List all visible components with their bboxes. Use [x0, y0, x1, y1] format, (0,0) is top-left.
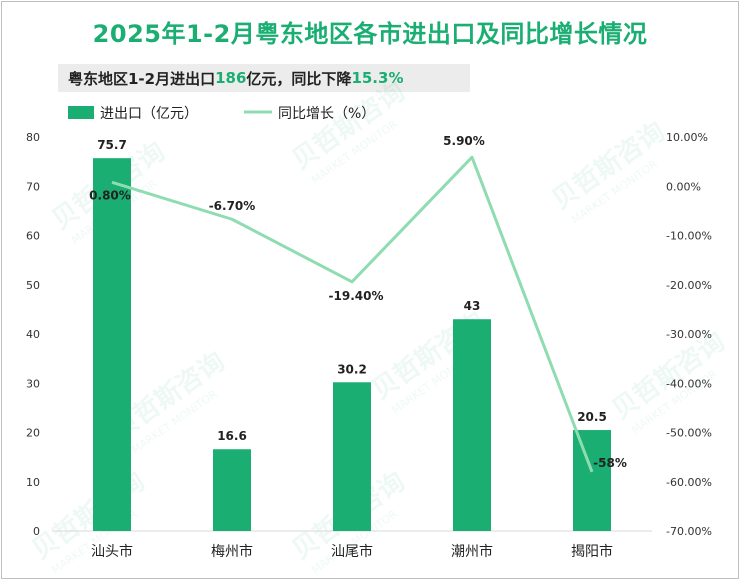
y-right-tick-label: -10.00%	[666, 230, 712, 243]
y-right-tick-label: -40.00%	[666, 377, 712, 390]
bar-series: 75.7 16.6 30.2 43 20.5	[93, 138, 611, 532]
legend: 进出口（亿元） 同比增长（%）	[68, 106, 375, 122]
left-axis: 0 10 20 30 40 50 60 70 80	[26, 131, 40, 538]
bar-data-label: 16.6	[217, 429, 247, 443]
line-series: 0.80% -6.70% -19.40% 5.90% -58%	[89, 134, 627, 473]
legend-bar-label: 进出口（亿元）	[100, 106, 198, 122]
y-right-tick-label: -20.00%	[666, 279, 712, 292]
summary-pct: 15.3%	[351, 69, 404, 87]
x-category-label: 潮州市	[451, 543, 493, 560]
line-data-label: -6.70%	[209, 199, 256, 213]
x-category-label: 汕尾市	[331, 543, 373, 560]
y-left-tick-label: 40	[26, 328, 40, 341]
y-left-tick-label: 60	[26, 230, 40, 243]
y-left-tick-label: 70	[26, 180, 40, 193]
bar-data-label: 20.5	[577, 410, 607, 424]
line-data-label: 0.80%	[89, 188, 131, 202]
x-category-label: 揭阳市	[571, 543, 613, 560]
summary-middle: 亿元，同比下降	[246, 69, 352, 88]
y-right-tick-label: 10.00%	[666, 131, 708, 144]
y-right-tick-label: -50.00%	[666, 427, 712, 440]
bar	[333, 382, 371, 531]
summary-value: 186	[215, 69, 247, 87]
bar-data-label: 30.2	[337, 362, 367, 376]
bar	[213, 449, 251, 531]
legend-line-label: 同比增长（%）	[278, 106, 375, 122]
chart-title: 2025年1-2月粤东地区各市进出口及同比增长情况	[92, 20, 648, 48]
y-left-tick-label: 10	[26, 476, 40, 489]
growth-line	[111, 155, 594, 473]
right-axis: -70.00% -60.00% -50.00% -40.00% -30.00% -20.0…	[666, 131, 712, 538]
summary-prefix: 粤东地区1-2月进出口	[68, 69, 216, 88]
x-category-label: 梅州市	[211, 543, 253, 560]
y-left-tick-label: 30	[26, 377, 40, 390]
line-data-label: 5.90%	[443, 134, 485, 148]
line-data-label: -19.40%	[329, 289, 384, 303]
y-left-tick-label: 20	[26, 427, 40, 440]
y-right-tick-label: -70.00%	[666, 525, 712, 538]
y-left-tick-label: 50	[26, 279, 40, 292]
y-right-tick-label: 0.00%	[666, 180, 701, 193]
bar-data-label: 75.7	[97, 138, 127, 152]
x-category-label: 汕头市	[91, 543, 133, 560]
y-left-tick-label: 80	[26, 131, 40, 144]
bar	[573, 430, 611, 531]
line-data-label: -58%	[593, 456, 627, 470]
legend-bar-swatch	[68, 106, 94, 119]
y-right-tick-label: -30.00%	[666, 328, 712, 341]
y-left-tick-label: 0	[33, 525, 40, 538]
category-labels: 汕头市 梅州市 汕尾市 潮州市 揭阳市	[91, 543, 613, 560]
y-right-tick-label: -60.00%	[666, 476, 712, 489]
bar	[93, 158, 131, 532]
summary-box: 粤东地区1-2月进出口 186 亿元，同比下降 15.3%	[58, 64, 470, 92]
bar-data-label: 43	[464, 299, 481, 313]
bar	[453, 319, 491, 531]
